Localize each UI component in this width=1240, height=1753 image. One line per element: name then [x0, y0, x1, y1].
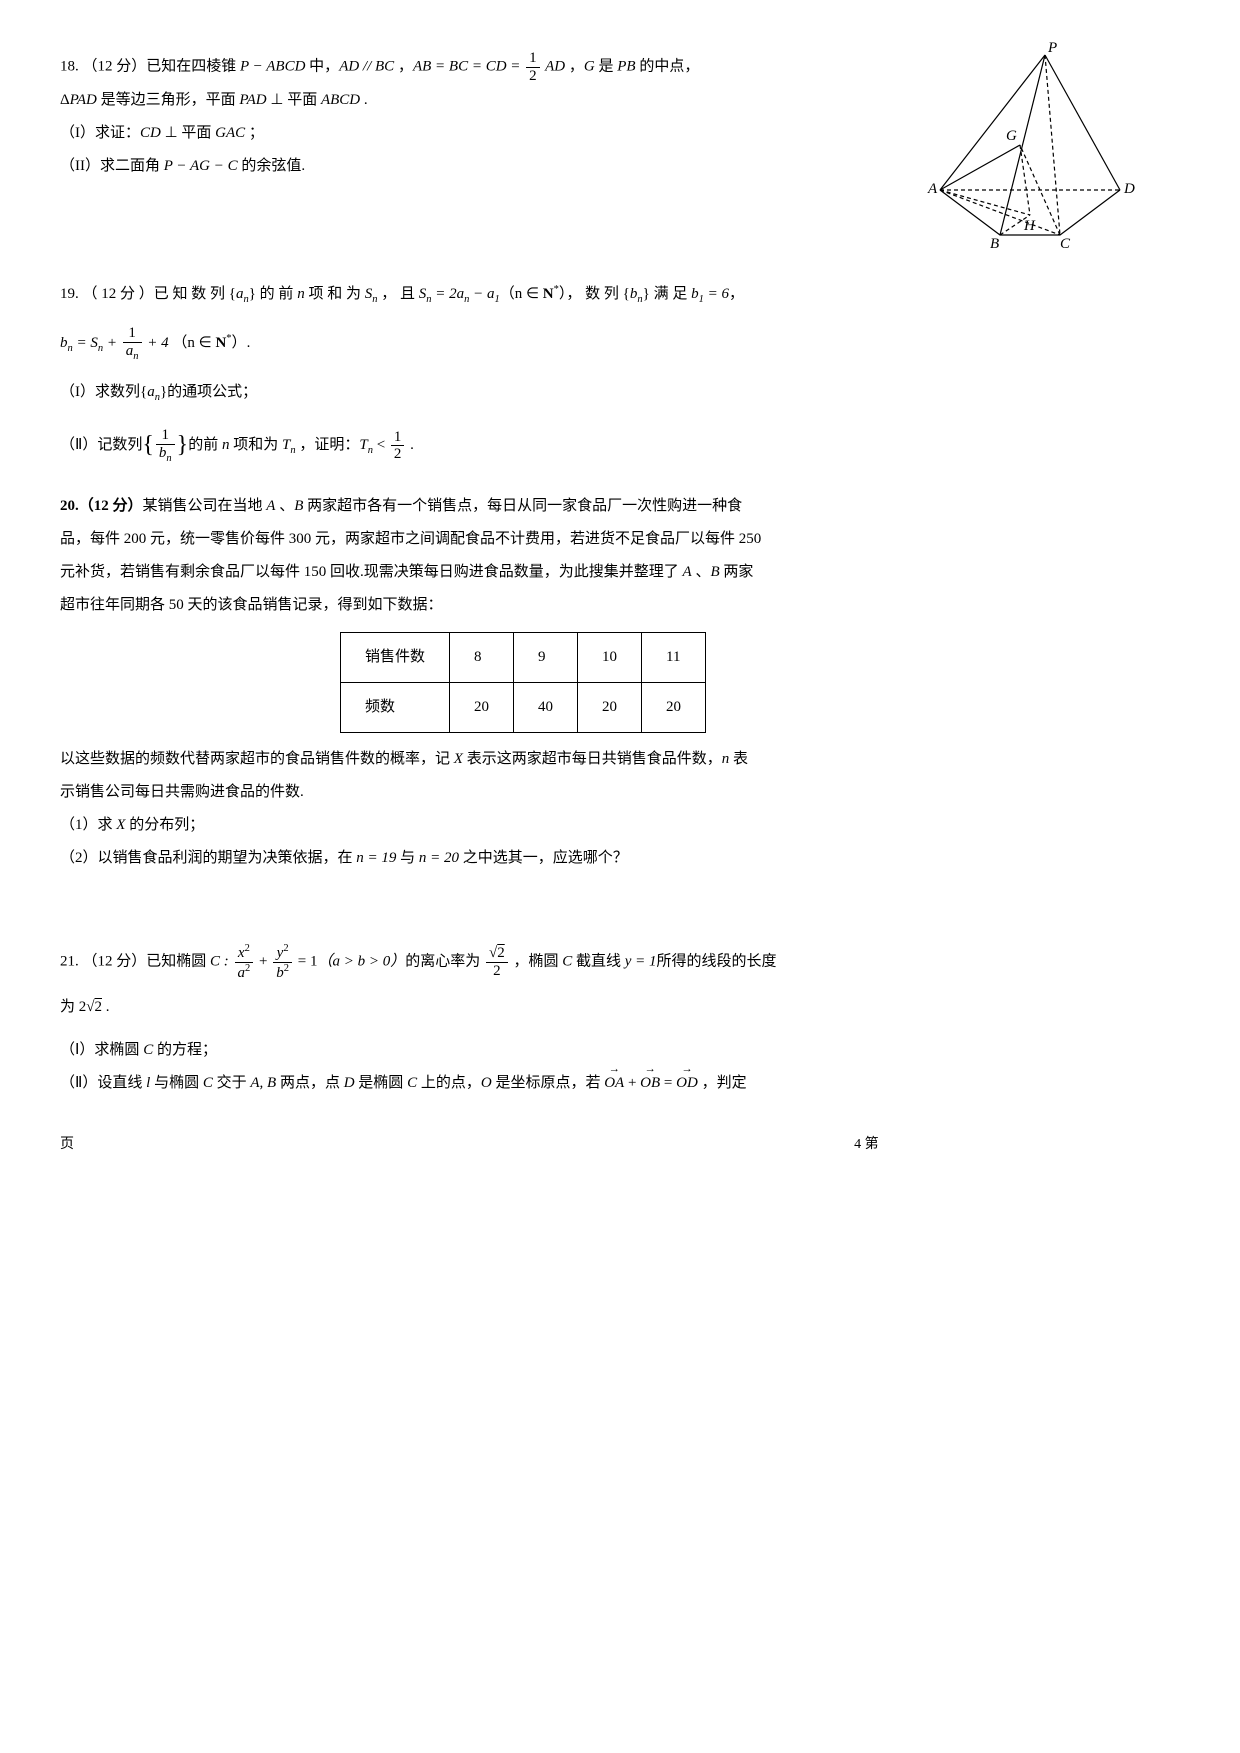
svg-text:D: D	[1123, 181, 1135, 197]
p20-line1: 20.（12 分）某销售公司在当地 A 、B 两家超市各有一个销售点，每日从同一…	[60, 490, 1180, 523]
p20-part2: （2）以销售食品利润的期望为决策依据，在 n = 19 与 n = 20 之中选…	[60, 842, 1180, 875]
p19-line1: 19. （ 12 分 ）已 知 数 列 {an} 的 前 n 项 和 为 Sn …	[60, 278, 1180, 311]
problem-21: 21. （12 分）已知椭圆 C : x2a2 + y2b2 = 1（a > b…	[60, 943, 1180, 1100]
sales-table: 销售件数 8 9 10 11 频数 20 40 20 20	[340, 632, 706, 733]
p20-part1: （1）求 X 的分布列；	[60, 809, 1180, 842]
p20-line4: 超市往年同期各 50 天的该食品销售记录，得到如下数据：	[60, 589, 1180, 622]
svg-text:H: H	[1023, 218, 1036, 234]
svg-text:B: B	[990, 236, 999, 250]
p21-line1: 21. （12 分）已知椭圆 C : x2a2 + y2b2 = 1（a > b…	[60, 943, 1180, 981]
page-footer: 页4 第	[60, 1130, 1180, 1161]
table-row: 销售件数 8 9 10 11	[341, 633, 706, 683]
table-row: 频数 20 40 20 20	[341, 683, 706, 733]
p20-after2: 示销售公司每日共需购进食品的件数.	[60, 776, 1180, 809]
p19-line2: bn = Sn + 1an + 4 （n ∈ N*）.	[60, 325, 1180, 362]
p20-after1: 以这些数据的频数代替两家超市的食品销售件数的概率，记 X 表示这两家超市每日共销…	[60, 743, 1180, 776]
svg-text:G: G	[1006, 128, 1017, 144]
p20-line2: 品，每件 200 元，统一零售价每件 300 元，两家超市之间调配食品不计费用，…	[60, 523, 1180, 556]
svg-text:P: P	[1047, 40, 1057, 56]
svg-text:C: C	[1060, 236, 1071, 250]
p21-part2: （Ⅱ）设直线 l 与椭圆 C 交于 A, B 两点，点 D 是椭圆 C 上的点，…	[60, 1067, 1180, 1100]
p21-line2: 为 2√2 .	[60, 991, 1180, 1024]
problem-19: 19. （ 12 分 ）已 知 数 列 {an} 的 前 n 项 和 为 Sn …	[60, 278, 1180, 472]
p20-line3: 元补货，若销售有剩余食品厂以每件 150 回收.现需决策每日购进食品数量，为此搜…	[60, 556, 1180, 589]
p19-part2: （Ⅱ）记数列{1bn}的前 n 项和为 Tn ，证明：Tn < 12 .	[60, 419, 1180, 472]
p19-part1: （I）求数列{an}的通项公式；	[60, 376, 1180, 409]
pyramid-diagram: P A D B C G H	[900, 40, 1140, 250]
problem-20: 20.（12 分）某销售公司在当地 A 、B 两家超市各有一个销售点，每日从同一…	[60, 490, 1180, 875]
problem-18: P A D B C G H 18. （12 分）已知在四棱锥 P − ABCD …	[60, 50, 1180, 260]
svg-text:A: A	[927, 181, 938, 197]
